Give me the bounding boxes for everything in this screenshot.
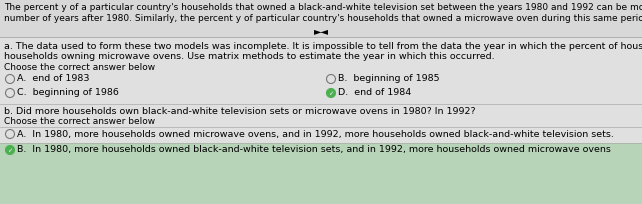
- Text: Choose the correct answer below: Choose the correct answer below: [4, 63, 155, 72]
- Text: B.  In 1980, more households owned black-and-white television sets, and in 1992,: B. In 1980, more households owned black-…: [17, 145, 611, 154]
- Text: A.  end of 1983: A. end of 1983: [17, 74, 89, 83]
- Text: A.  In 1980, more households owned microwave ovens, and in 1992, more households: A. In 1980, more households owned microw…: [17, 129, 614, 138]
- Text: households owning microwave ovens. Use matrix methods to estimate the year in wh: households owning microwave ovens. Use m…: [4, 52, 494, 61]
- Text: ►◄: ►◄: [313, 26, 329, 36]
- Bar: [0, 38, 642, 204]
- Text: ✓: ✓: [328, 91, 334, 96]
- Text: number of years after 1980. Similarly, the percent y of particular country's hou: number of years after 1980. Similarly, t…: [4, 14, 642, 23]
- Text: D.  end of 1984: D. end of 1984: [338, 88, 412, 97]
- Bar: [0, 0, 642, 38]
- Circle shape: [327, 89, 336, 98]
- Circle shape: [6, 146, 15, 155]
- Text: B.  beginning of 1985: B. beginning of 1985: [338, 74, 440, 83]
- Text: Choose the correct answer below: Choose the correct answer below: [4, 116, 155, 125]
- Text: C.  beginning of 1986: C. beginning of 1986: [17, 88, 119, 97]
- Text: b. Did more households own black-and-white television sets or microwave ovens in: b. Did more households own black-and-whi…: [4, 106, 476, 115]
- Bar: [0, 143, 642, 204]
- Text: ✓: ✓: [7, 148, 13, 153]
- Text: a. The data used to form these two models was incomplete. It is impossible to te: a. The data used to form these two model…: [4, 42, 642, 51]
- Text: The percent y of a particular country's households that owned a black-and-white : The percent y of a particular country's …: [4, 3, 642, 12]
